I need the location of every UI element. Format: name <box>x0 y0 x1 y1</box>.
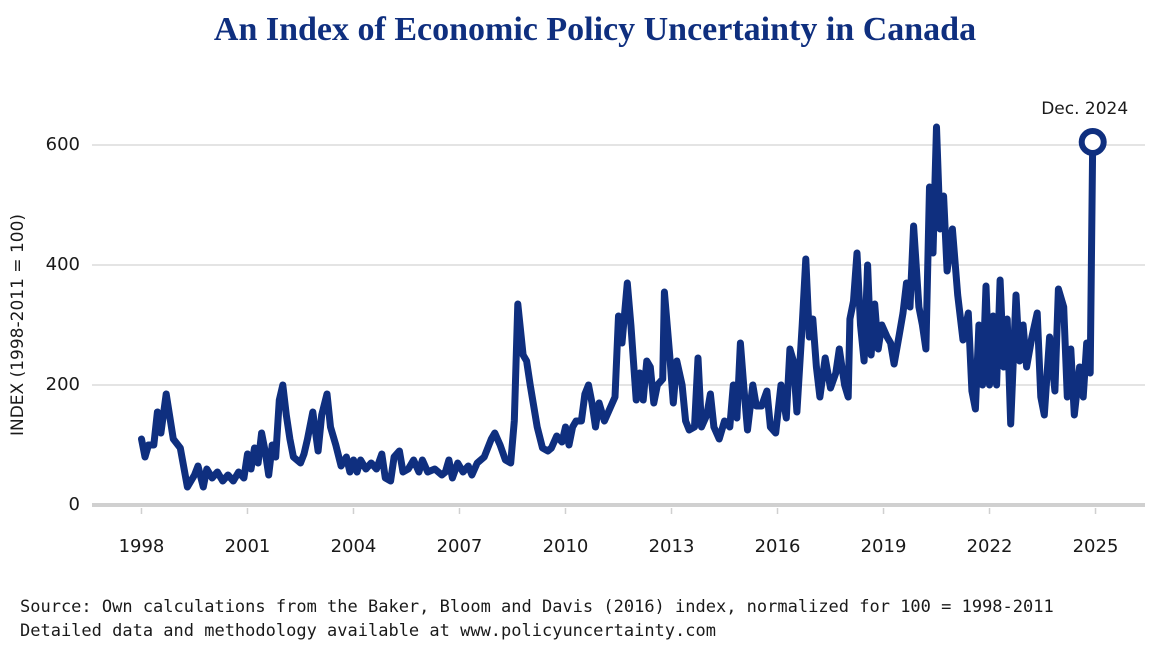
annotation: Dec. 2024 <box>1041 99 1128 119</box>
x-tick-label: 2022 <box>967 536 1013 557</box>
end-marker <box>1078 128 1107 156</box>
x-tick-label: 2001 <box>225 536 271 557</box>
x-tick-label: 2004 <box>331 536 377 557</box>
chart-title: An Index of Economic Policy Uncertainty … <box>214 11 976 48</box>
y-tick-label: 400 <box>46 254 80 275</box>
x-tick-label: 2019 <box>861 536 907 557</box>
source-note: Source: Own calculations from the Baker,… <box>20 597 1054 617</box>
x-tick-label: 1998 <box>119 536 165 557</box>
x-tick-label: 2007 <box>437 536 483 557</box>
y-tick-label: 0 <box>69 494 80 515</box>
x-tick-label: 2016 <box>755 536 801 557</box>
x-tick-label: 2013 <box>649 536 695 557</box>
x-tick-label: 2025 <box>1073 536 1119 557</box>
y-tick-label: 200 <box>46 374 80 395</box>
source-note: Detailed data and methodology available … <box>20 621 716 641</box>
y-tick-label: 600 <box>46 134 80 155</box>
y-axis-label: INDEX (1998-2011 = 100) <box>8 214 28 436</box>
x-tick-label: 2010 <box>543 536 589 557</box>
data-line <box>138 123 1097 491</box>
